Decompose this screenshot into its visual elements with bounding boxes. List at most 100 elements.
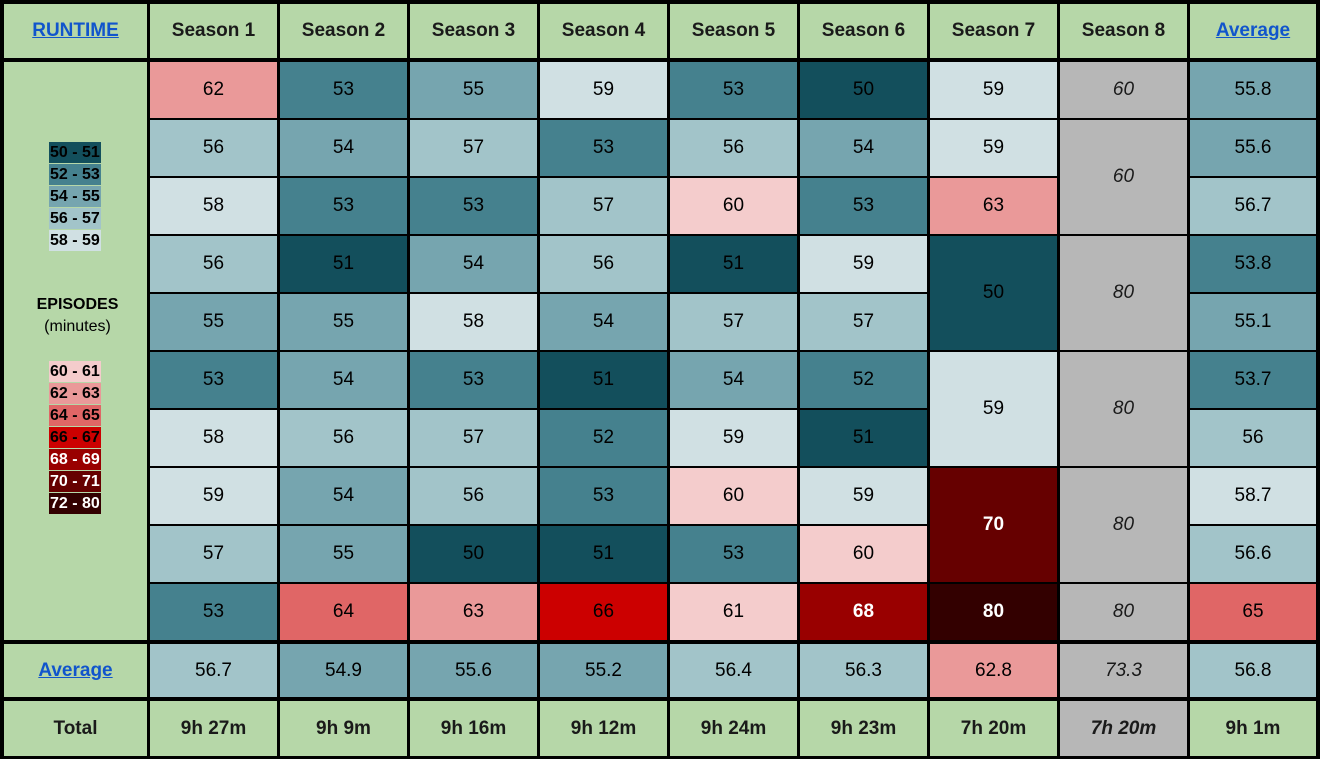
season-header: Season 1 (150, 4, 277, 58)
runtime-cell: 63 (930, 178, 1057, 234)
season-header: Season 7 (930, 4, 1057, 58)
runtime-cell: 55 (410, 62, 537, 118)
runtime-cell: 56 (540, 236, 667, 292)
season-header: Season 8 (1060, 4, 1187, 58)
runtime-cell: 61 (670, 584, 797, 640)
season-total-cell: 9h 12m (540, 701, 667, 756)
units-label: (minutes) (44, 318, 111, 335)
runtime-cell: 54 (540, 294, 667, 350)
runtime-cell: 54 (410, 236, 537, 292)
runtime-cell: 57 (800, 294, 927, 350)
runtime-cell: 55 (280, 294, 407, 350)
row-average-cell: 55.8 (1190, 62, 1316, 118)
row-average-cell: 53.8 (1190, 236, 1316, 292)
legend-swatch: 58 - 59 (49, 230, 101, 251)
runtime-cell: 59 (540, 62, 667, 118)
runtime-cell: 59 (930, 62, 1057, 118)
season-average-cell: 55.6 (410, 644, 537, 697)
runtime-cell: 56 (410, 468, 537, 524)
row-average-cell: 56.7 (1190, 178, 1316, 234)
runtime-cell: 54 (280, 352, 407, 408)
season-header: Season 4 (540, 4, 667, 58)
row-average-cell: 55.1 (1190, 294, 1316, 350)
runtime-cell: 59 (150, 468, 277, 524)
runtime-cell: 80 (1060, 584, 1187, 640)
runtime-cell: 52 (540, 410, 667, 466)
runtime-cell: 53 (670, 62, 797, 118)
runtime-cell: 53 (150, 352, 277, 408)
row-average-cell: 55.6 (1190, 120, 1316, 176)
runtime-cell: 53 (410, 178, 537, 234)
runtime-cell: 53 (410, 352, 537, 408)
season-total-cell: 9h 24m (670, 701, 797, 756)
total-row-label: Total (4, 701, 147, 756)
runtime-cell: 80 (1060, 468, 1187, 582)
row-average-cell: 56.6 (1190, 526, 1316, 582)
runtime-cell: 51 (540, 352, 667, 408)
average-row-link[interactable]: Average (38, 659, 113, 681)
overall-total-cell: 9h 1m (1190, 701, 1316, 756)
season-header: Season 5 (670, 4, 797, 58)
runtime-cell: 53 (540, 120, 667, 176)
runtime-cell: 56 (280, 410, 407, 466)
runtime-cell: 51 (800, 410, 927, 466)
runtime-cell: 63 (410, 584, 537, 640)
runtime-cell: 58 (150, 178, 277, 234)
runtime-cell: 59 (800, 236, 927, 292)
runtime-cell: 62 (150, 62, 277, 118)
season-average-cell: 54.9 (280, 644, 407, 697)
runtime-cell: 59 (930, 352, 1057, 466)
season-total-cell: 9h 23m (800, 701, 927, 756)
runtime-cell: 53 (800, 178, 927, 234)
runtime-cell: 56 (670, 120, 797, 176)
runtime-cell: 50 (930, 236, 1057, 350)
runtime-cell: 53 (670, 526, 797, 582)
runtime-cell: 57 (670, 294, 797, 350)
runtime-cell: 60 (670, 178, 797, 234)
season-average-cell: 56.3 (800, 644, 927, 697)
runtime-cell: 59 (800, 468, 927, 524)
average-column-header: Average (1190, 4, 1316, 58)
season-total-cell: 7h 20m (930, 701, 1057, 756)
runtime-cell: 51 (280, 236, 407, 292)
season-average-cell: 56.4 (670, 644, 797, 697)
runtime-cell: 60 (1060, 120, 1187, 234)
overall-average-cell: 56.8 (1190, 644, 1316, 697)
row-average-cell: 58.7 (1190, 468, 1316, 524)
runtime-cell: 59 (930, 120, 1057, 176)
runtime-cell: 66 (540, 584, 667, 640)
legend-swatch: 56 - 57 (49, 208, 101, 229)
runtime-cell: 50 (410, 526, 537, 582)
runtime-cell: 54 (280, 468, 407, 524)
runtime-cell: 52 (800, 352, 927, 408)
legend-swatch: 60 - 61 (49, 361, 101, 382)
runtime-cell: 56 (150, 236, 277, 292)
runtime-link[interactable]: RUNTIME (32, 20, 119, 41)
runtime-cell: 80 (1060, 236, 1187, 350)
runtime-cell: 55 (280, 526, 407, 582)
runtime-cell: 54 (670, 352, 797, 408)
season-average-cell: 62.8 (930, 644, 1057, 697)
row-average-cell: 56 (1190, 410, 1316, 466)
average-link[interactable]: Average (1215, 20, 1291, 41)
runtime-cell: 58 (410, 294, 537, 350)
runtime-cell: 53 (280, 62, 407, 118)
legend-swatch: 50 - 51 (49, 142, 101, 163)
runtime-cell: 64 (280, 584, 407, 640)
runtime-cell: 54 (280, 120, 407, 176)
runtime-cell: 58 (150, 410, 277, 466)
legend-swatch: 54 - 55 (49, 186, 101, 207)
season-header: Season 6 (800, 4, 927, 58)
legend-panel: 50 - 51 52 - 53 54 - 55 56 - 57 58 - 59 EPISO… (4, 62, 147, 640)
runtime-cell: 80 (930, 584, 1057, 640)
legend-swatch: 64 - 65 (49, 405, 101, 426)
season-average-cell: 56.7 (150, 644, 277, 697)
runtime-cell: 57 (410, 410, 537, 466)
season-total-cell: 9h 27m (150, 701, 277, 756)
legend-swatch: 68 - 69 (49, 449, 101, 470)
runtime-cell: 51 (670, 236, 797, 292)
legend-swatch: 70 - 71 (49, 471, 101, 492)
runtime-cell: 55 (150, 294, 277, 350)
runtime-cell: 53 (280, 178, 407, 234)
